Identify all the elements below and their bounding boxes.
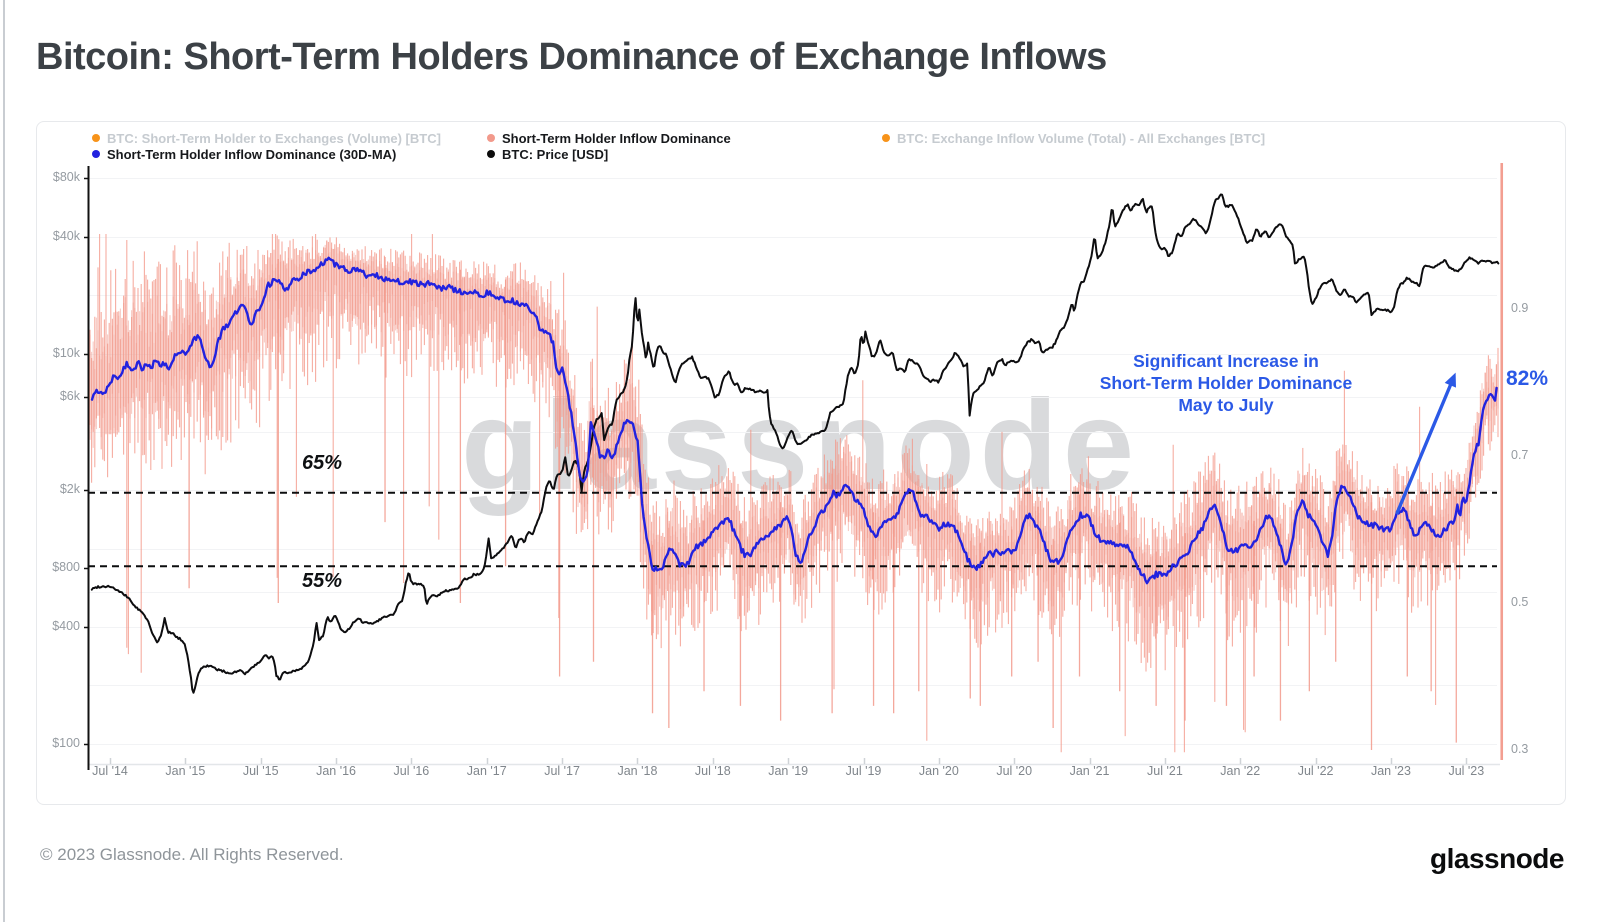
time-tick: Jul '15 [242, 764, 279, 778]
time-tick: Jul '22 [1297, 764, 1334, 778]
legend-label: BTC: Exchange Inflow Volume (Total) - Al… [897, 131, 1266, 146]
price-tick-$400: $400 [52, 618, 80, 633]
time-tick: Jan '18 [617, 764, 658, 778]
ref-line-label-65: 65% [302, 452, 343, 474]
time-tick: Jan '15 [165, 764, 206, 778]
legend-dot-salmon-icon [487, 134, 495, 142]
legend-item-btc-price[interactable]: BTC: Price [USD] [487, 147, 608, 162]
price-tick-$80k: $80k [52, 169, 80, 184]
legend-label: Short-Term Holder Inflow Dominance (30D-… [107, 147, 397, 162]
annotation-line-3: May to July [1178, 395, 1274, 415]
legend-item-sth-inflow-dominance-30dma[interactable]: Short-Term Holder Inflow Dominance (30D-… [92, 147, 396, 162]
price-tick-$800: $800 [52, 559, 80, 574]
legend-dot-black-icon [487, 150, 495, 158]
time-tick: Jan '23 [1370, 764, 1411, 778]
legend-dot-orange-icon [882, 134, 890, 142]
legend-item-exchange-inflow-volume[interactable]: BTC: Exchange Inflow Volume (Total) - Al… [882, 131, 1265, 146]
annotation-line-1: Significant Increase in [1133, 351, 1319, 371]
legend-item-sth-to-exchanges-volume[interactable]: BTC: Short-Term Holder to Exchanges (Vol… [92, 131, 441, 146]
dominance-tick-0.3: 0.3 [1511, 742, 1529, 756]
price-tick-$6k: $6k [59, 389, 80, 404]
annotation-value-82pct: 82% [1506, 367, 1549, 390]
dominance-tick-0.5: 0.5 [1511, 595, 1529, 609]
glassnode-logo[interactable]: glassnode [1430, 843, 1564, 874]
time-tick: Jan '22 [1220, 764, 1261, 778]
dominance-tick-0.7: 0.7 [1511, 448, 1529, 462]
time-tick: Jul '20 [996, 764, 1033, 778]
price-tick-$100: $100 [52, 736, 80, 750]
time-tick: Jan '21 [1069, 764, 1110, 778]
dominance-tick-0.9: 0.9 [1511, 301, 1529, 315]
time-tick: Jul '23 [1448, 764, 1485, 778]
legend-label: BTC: Short-Term Holder to Exchanges (Vol… [107, 131, 441, 146]
time-tick: Jul '19 [845, 764, 882, 778]
time-tick: Jul '18 [694, 764, 731, 778]
time-tick: Jan '19 [768, 764, 809, 778]
price-tick-$2k: $2k [59, 482, 80, 497]
time-tick: Jan '17 [466, 764, 507, 778]
ref-line-label-55: 55% [302, 570, 343, 592]
time-tick: Jan '20 [918, 764, 959, 778]
price-tick-$40k: $40k [52, 228, 80, 243]
price-tick-$10k: $10k [52, 346, 80, 360]
time-tick: Jul '16 [393, 764, 430, 778]
legend-item-sth-inflow-dominance[interactable]: Short-Term Holder Inflow Dominance [487, 131, 731, 146]
time-tick: Jul '21 [1147, 764, 1183, 778]
annotation-line-2: Short-Term Holder Dominance [1099, 373, 1353, 393]
time-tick: Jan '16 [316, 764, 356, 778]
footer-copyright: © 2023 Glassnode. All Rights Reserved. [40, 845, 344, 864]
time-tick: Jul '17 [544, 764, 580, 778]
legend-dot-orange-icon [92, 134, 100, 142]
legend-label: Short-Term Holder Inflow Dominance [502, 131, 731, 146]
time-tick: Jul '14 [92, 764, 128, 778]
legend-label: BTC: Price [USD] [502, 147, 609, 162]
legend-dot-blue-icon [92, 150, 100, 158]
annotation-callout: Significant Increase in Short-Term Holde… [1076, 350, 1376, 416]
